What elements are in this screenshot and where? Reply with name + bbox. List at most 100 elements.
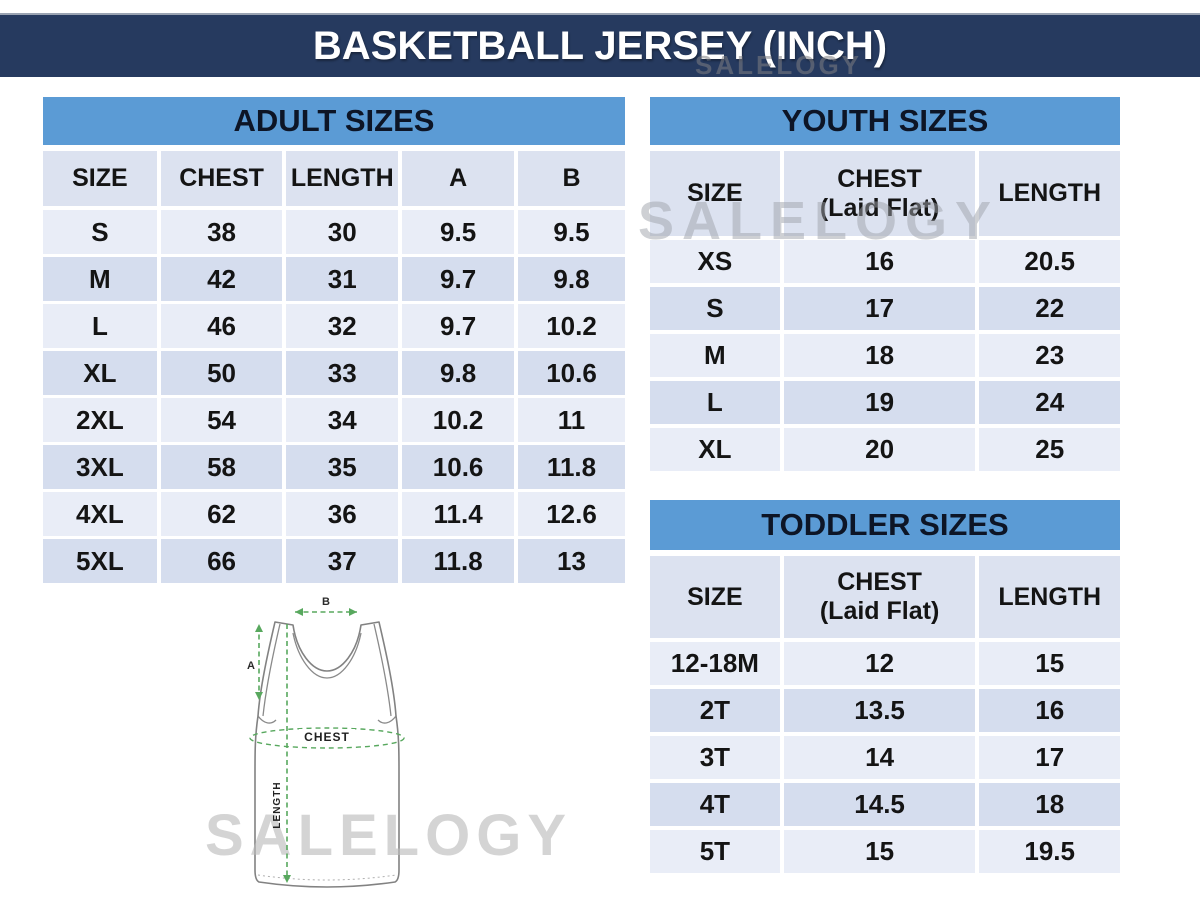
table-cell: 12.6 <box>518 492 625 536</box>
jersey-measurements: B A CHEST LENGTH <box>247 596 405 883</box>
table-cell: 9.7 <box>402 257 515 301</box>
table-cell: 22 <box>979 287 1120 330</box>
table-cell: 17 <box>979 736 1120 779</box>
table-cell: 12-18M <box>650 642 780 685</box>
table-cell: 11.8 <box>402 539 515 583</box>
table-cell: 18 <box>979 783 1120 826</box>
table-cell: 32 <box>286 304 399 348</box>
youth-table-body: XS 16 20.5 S 17 22 M 18 23 L 19 24 XL 20 25 <box>650 240 1120 471</box>
table-cell: 9.5 <box>402 210 515 254</box>
table-cell: 34 <box>286 398 399 442</box>
youth-table-header-row: SIZE CHEST (Laid Flat) LENGTH <box>650 151 1120 236</box>
adult-table-header-row: SIZE CHEST LENGTH A B <box>43 151 625 206</box>
table-row: M 18 23 <box>650 334 1120 377</box>
table-row: L 46 32 9.7 10.2 <box>43 304 625 348</box>
bottom-watermark: SALELOGY <box>205 803 573 868</box>
table-cell: 15 <box>783 830 976 873</box>
banner-watermark: SALELOGY <box>695 50 863 80</box>
table-cell: 17 <box>783 287 976 330</box>
table-cell: M <box>650 334 780 377</box>
table-cell: XL <box>43 351 157 395</box>
table-cell: 36 <box>286 492 399 536</box>
table-cell: S <box>650 287 780 330</box>
column-header: CHEST <box>160 151 283 206</box>
column-header: LENGTH <box>286 151 399 206</box>
measure-a-arrow <box>255 624 263 700</box>
table-cell: 14.5 <box>783 783 976 826</box>
table-cell: 42 <box>160 257 283 301</box>
jersey-seams <box>257 623 397 881</box>
page-title: BASKETBALL JERSEY (INCH) <box>312 23 888 68</box>
adult-table-body: S 38 30 9.5 9.5 M 42 31 9.7 9.8 L 46 32 9.7 10.2 XL 50 33… <box>43 210 625 583</box>
table-row: XL 50 33 9.8 10.6 <box>43 351 625 395</box>
column-header: A <box>402 151 515 206</box>
table-cell: 3T <box>650 736 780 779</box>
table-cell: M <box>43 257 157 301</box>
banner: BASKETBALL JERSEY (INCH) <box>0 13 1200 77</box>
table-cell: 11.4 <box>402 492 515 536</box>
table-cell: 19 <box>783 381 976 424</box>
table-cell: 10.6 <box>402 445 515 489</box>
table-cell: 31 <box>286 257 399 301</box>
table-cell: 10.2 <box>518 304 625 348</box>
column-header: LENGTH <box>979 151 1120 236</box>
table-row: 4T 14.5 18 <box>650 783 1120 826</box>
column-header: LENGTH <box>979 556 1120 638</box>
table-cell: 11 <box>518 398 625 442</box>
table-cell: 18 <box>783 334 976 377</box>
label-b: B <box>322 596 330 608</box>
table-cell: 35 <box>286 445 399 489</box>
table-row: S 17 22 <box>650 287 1120 330</box>
adult-table-title: ADULT SIZES <box>43 97 625 145</box>
table-row: 5XL 66 37 11.8 13 <box>43 539 625 583</box>
table-cell: 9.8 <box>518 257 625 301</box>
table-cell: 11.8 <box>518 445 625 489</box>
column-header: SIZE <box>650 556 780 638</box>
table-cell: 46 <box>160 304 283 348</box>
table-cell: 9.8 <box>402 351 515 395</box>
table-cell: 30 <box>286 210 399 254</box>
table-row: 2XL 54 34 10.2 11 <box>43 398 625 442</box>
measure-b-arrow <box>295 608 357 616</box>
table-cell: 66 <box>160 539 283 583</box>
table-cell: 23 <box>979 334 1120 377</box>
table-row: 5T 15 19.5 <box>650 830 1120 873</box>
table-cell: 19.5 <box>979 830 1120 873</box>
table-cell: 16 <box>783 240 976 283</box>
label-chest: CHEST <box>304 730 350 744</box>
chest-label-bg <box>299 729 355 744</box>
table-row: 4XL 62 36 11.4 12.6 <box>43 492 625 536</box>
jersey-outline <box>254 621 400 888</box>
column-header: SIZE <box>650 151 780 236</box>
table-cell: 4XL <box>43 492 157 536</box>
table-cell: L <box>650 381 780 424</box>
jersey-diagram <box>254 621 400 888</box>
table-cell: 15 <box>979 642 1120 685</box>
table-cell: 12 <box>783 642 976 685</box>
table-cell: 3XL <box>43 445 157 489</box>
table-cell: 9.5 <box>518 210 625 254</box>
table-cell: 9.7 <box>402 304 515 348</box>
table-cell: XS <box>650 240 780 283</box>
table-cell: 5T <box>650 830 780 873</box>
table-row: S 38 30 9.5 9.5 <box>43 210 625 254</box>
table-cell: 25 <box>979 428 1120 471</box>
table-cell: XL <box>650 428 780 471</box>
column-header: CHEST (Laid Flat) <box>783 556 976 638</box>
table-cell: 13 <box>518 539 625 583</box>
table-cell: 54 <box>160 398 283 442</box>
table-cell: 10.6 <box>518 351 625 395</box>
table-row: 3T 14 17 <box>650 736 1120 779</box>
toddler-table-header-row: SIZE CHEST (Laid Flat) LENGTH <box>650 556 1120 638</box>
table-cell: 2XL <box>43 398 157 442</box>
table-row: M 42 31 9.7 9.8 <box>43 257 625 301</box>
table-cell: 14 <box>783 736 976 779</box>
table-row: XL 20 25 <box>650 428 1120 471</box>
table-cell: 4T <box>650 783 780 826</box>
adult-sizes-table: ADULT SIZES SIZE CHEST LENGTH A B S 38 30 9.5 9.… <box>43 97 625 586</box>
toddler-table-body: 12-18M 12 15 2T 13.5 16 3T 14 17 4T 14.5 18 5T 15 19.5 <box>650 642 1120 873</box>
toddler-table-title: TODDLER SIZES <box>650 500 1120 550</box>
label-length: LENGTH <box>272 781 283 828</box>
table-row: 3XL 58 35 10.6 11.8 <box>43 445 625 489</box>
table-cell: 24 <box>979 381 1120 424</box>
